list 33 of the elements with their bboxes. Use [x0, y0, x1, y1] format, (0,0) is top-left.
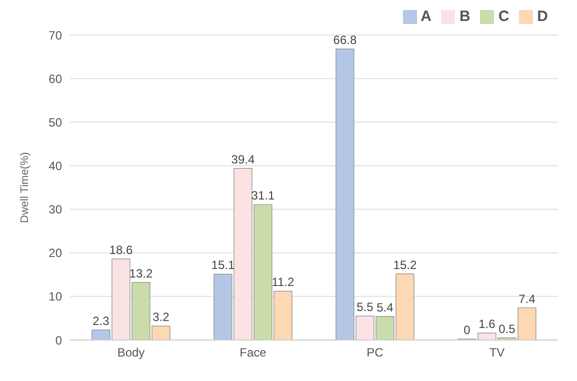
y-tick-label: 20 — [48, 246, 62, 260]
data-label: 0.5 — [498, 322, 516, 336]
data-label: 15.2 — [393, 258, 417, 272]
y-tick-label: 60 — [48, 72, 62, 86]
data-label: 2.3 — [92, 314, 110, 328]
legend-label: A — [420, 8, 432, 25]
x-tick-label: TV — [489, 346, 505, 360]
data-label: 5.5 — [356, 300, 374, 314]
x-tick-label: PC — [366, 346, 384, 360]
y-tick-label: 10 — [48, 290, 62, 304]
legend-label: B — [459, 8, 470, 25]
legend-label: C — [498, 8, 510, 25]
legend-label: D — [537, 8, 548, 25]
data-label: 18.6 — [109, 242, 133, 257]
x-tick-label: Face — [240, 346, 267, 360]
y-tick-label: 50 — [48, 115, 62, 130]
data-label: 7.4 — [518, 292, 536, 306]
y-tick-label: 40 — [48, 158, 62, 173]
data-label: 5.4 — [376, 300, 394, 314]
y-axis-title: Dwell Time(%) — [18, 152, 31, 223]
data-label: 0 — [464, 323, 471, 337]
data-label: 3.2 — [152, 310, 170, 324]
y-tick-label: 0 — [55, 333, 62, 348]
y-tick-label: 70 — [48, 28, 62, 42]
data-label: 1.6 — [478, 317, 496, 332]
y-tick-label: 30 — [48, 202, 62, 217]
data-label: 39.4 — [231, 152, 255, 166]
data-label: 15.1 — [211, 258, 235, 272]
x-tick-label: Body — [117, 346, 145, 360]
data-label: 66.8 — [333, 32, 357, 47]
data-label: 31.1 — [251, 188, 275, 202]
data-label: 13.2 — [129, 266, 153, 280]
data-label: 11.2 — [272, 275, 295, 290]
